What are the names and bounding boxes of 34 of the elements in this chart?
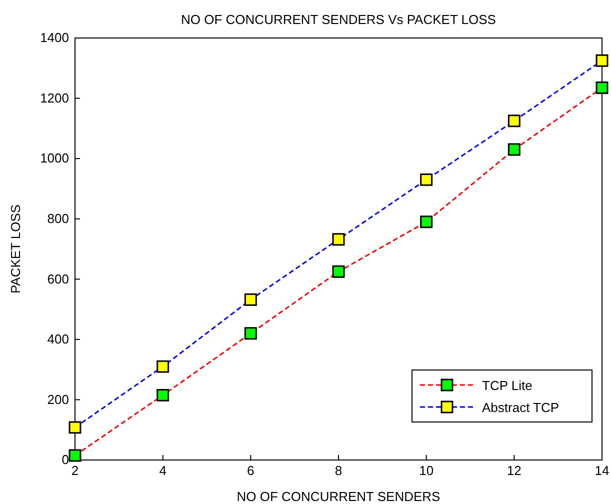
point <box>332 233 345 246</box>
point <box>508 143 520 156</box>
point <box>244 327 257 340</box>
point <box>244 293 257 306</box>
point <box>420 173 433 186</box>
x-tick-label: 2 <box>71 463 79 478</box>
point <box>596 54 608 67</box>
y-tick-label: 1400 <box>40 30 69 46</box>
point <box>332 265 345 278</box>
y-tick-label: 0 <box>62 452 69 468</box>
y-tick-label: 400 <box>47 332 69 347</box>
point <box>68 449 82 462</box>
y-tick-label: 600 <box>47 271 69 286</box>
y-axis-title: PACKET LOSS <box>8 204 23 294</box>
point <box>156 388 170 402</box>
point <box>508 114 520 128</box>
legend-label: Abstract TCP <box>482 400 560 415</box>
x-tick-label: 8 <box>334 463 342 478</box>
point <box>596 82 608 94</box>
y-tick-label: 1200 <box>40 90 69 106</box>
chart-title: NO OF CONCURRENT SENDERS Vs PACKET LOSS <box>181 12 496 27</box>
y-tick-label: 1000 <box>40 150 69 166</box>
x-tick-label: 12 <box>506 463 522 478</box>
x-tick-label: 10 <box>419 463 434 478</box>
point <box>420 216 433 228</box>
x-tick-label: 6 <box>247 463 254 478</box>
y-tick-label: 800 <box>47 211 69 226</box>
point <box>68 421 82 434</box>
x-tick-label: 4 <box>159 463 166 478</box>
legend-label: TCP Lite <box>482 378 532 393</box>
y-tick-label: 200 <box>47 392 69 407</box>
point <box>156 360 170 373</box>
x-tick-label: 14 <box>594 463 610 478</box>
x-axis-title: NO OF CONCURRENT SENDERS <box>236 489 441 504</box>
